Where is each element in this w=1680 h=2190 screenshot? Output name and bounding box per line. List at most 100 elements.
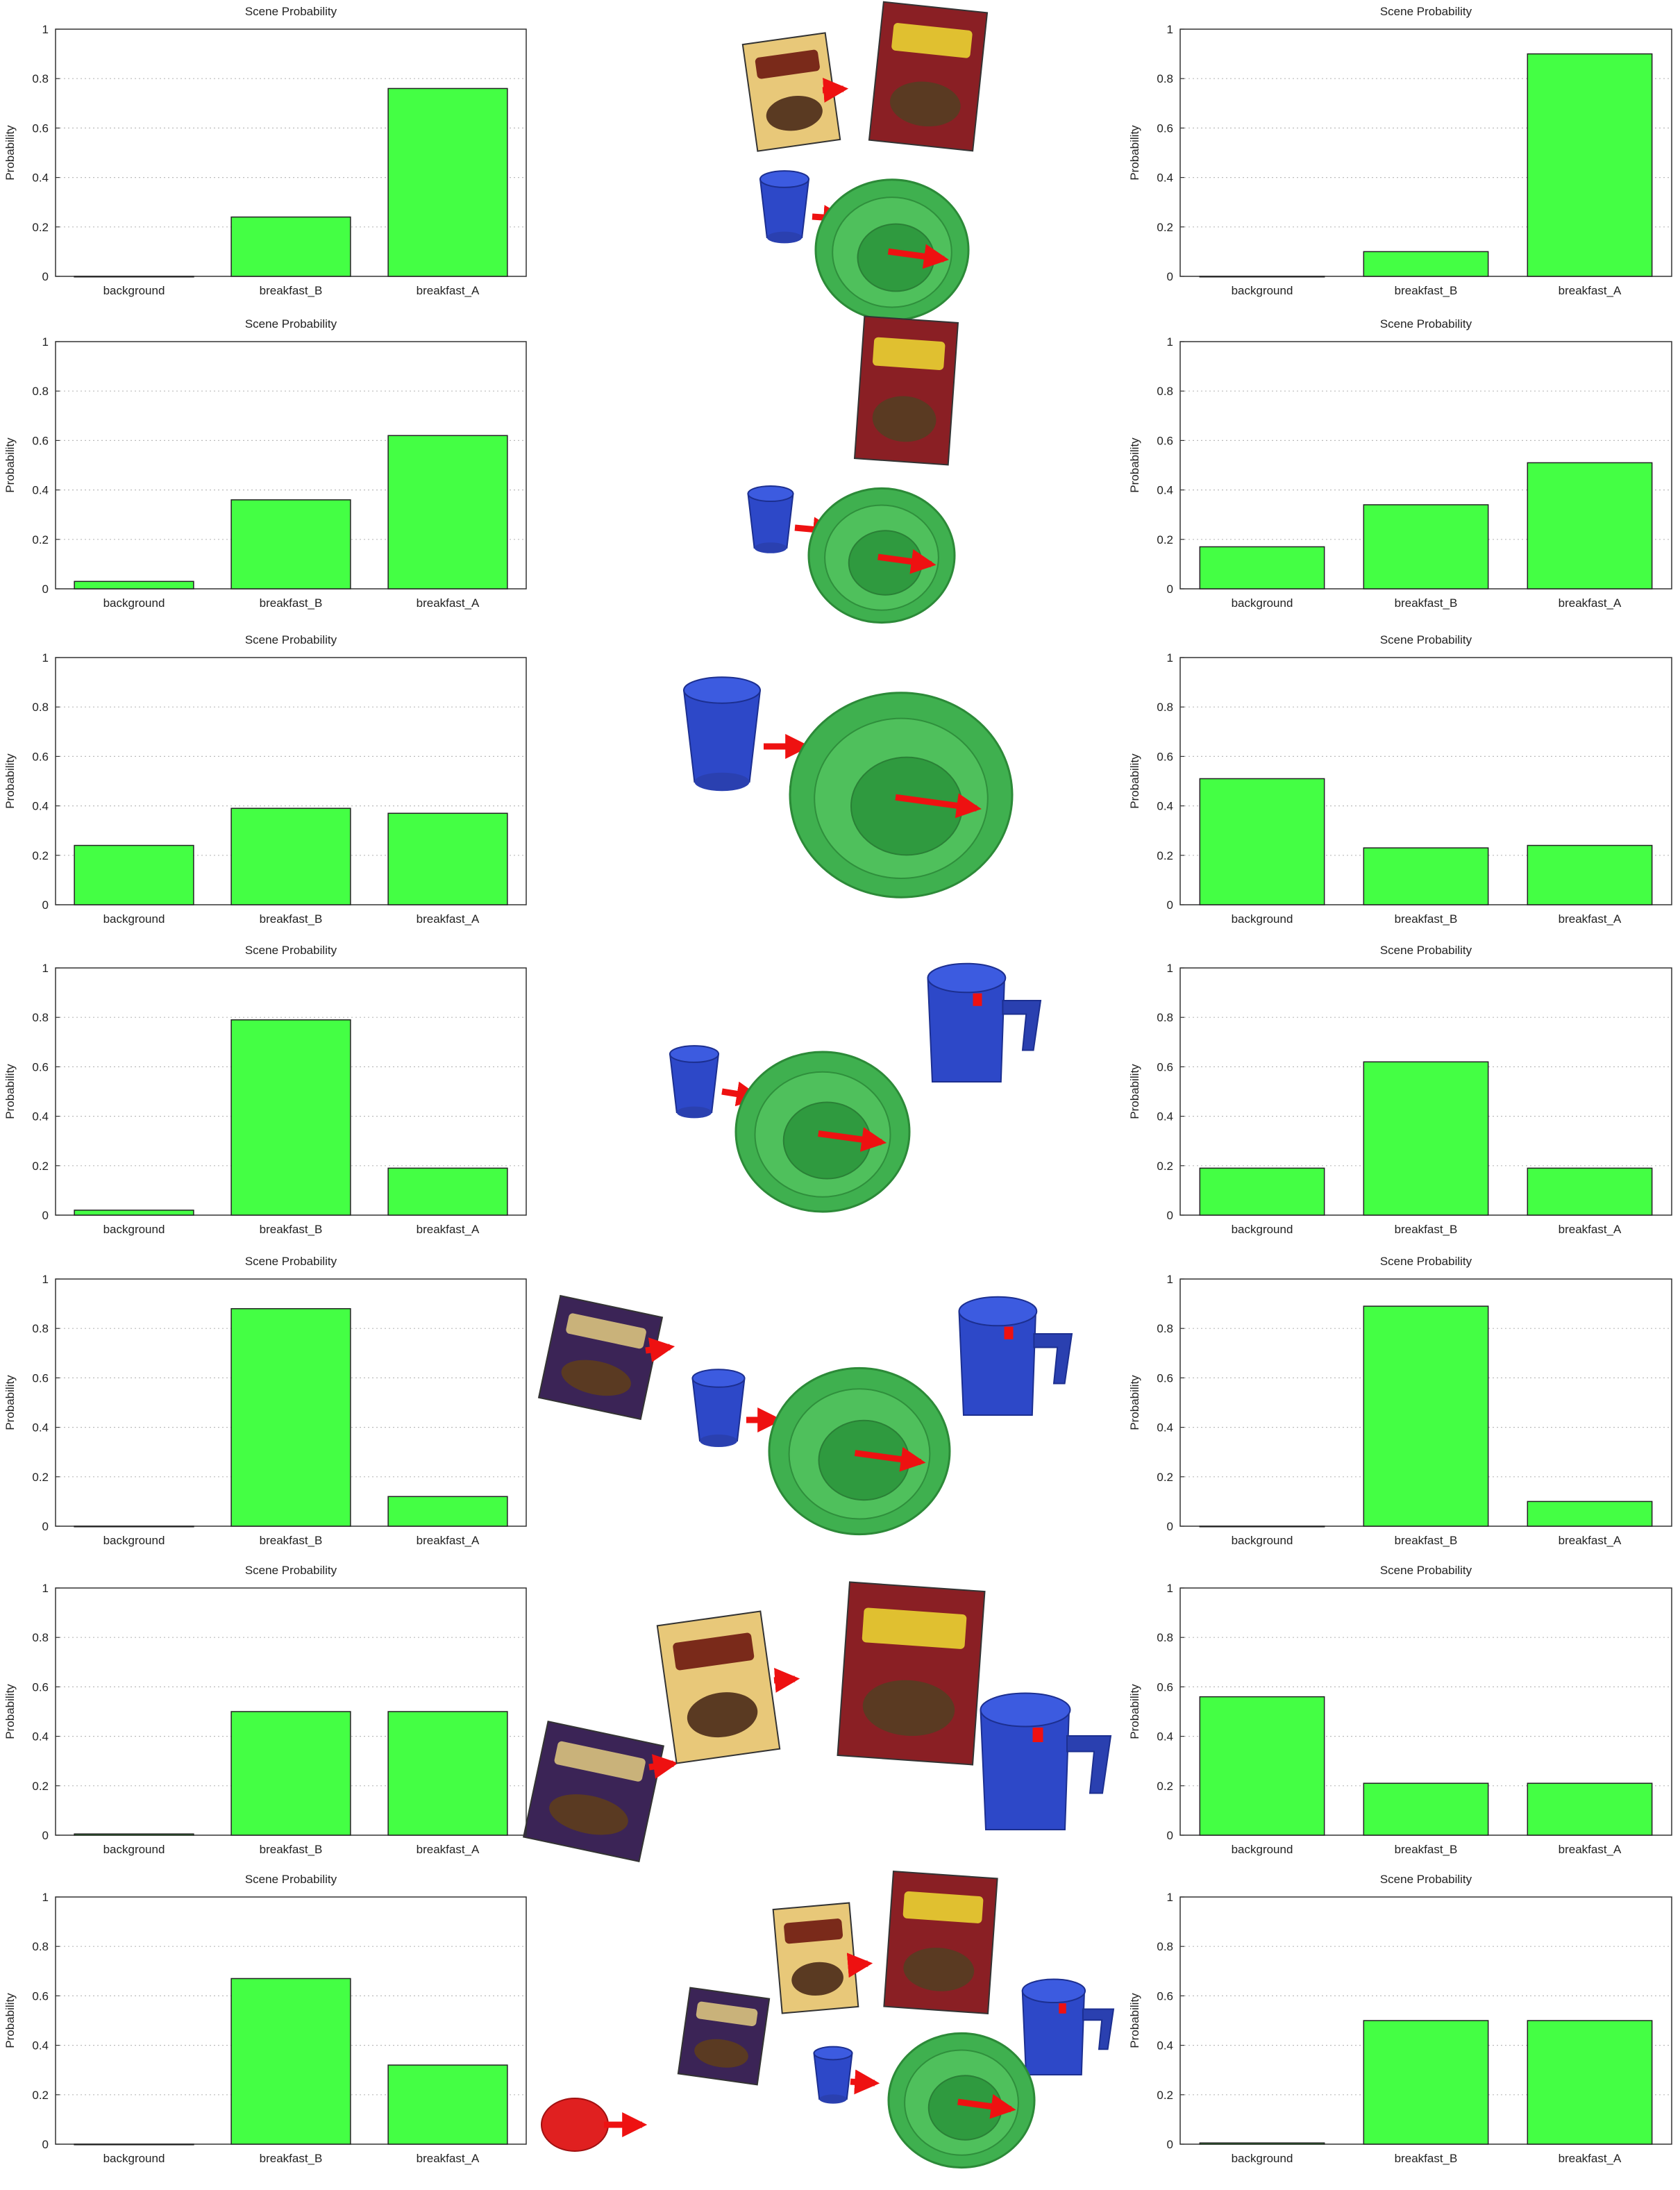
y-tick-label: 0.4	[1157, 172, 1173, 185]
bar-chart-2: Scene Probability 0 0.2 0.4 0.6 0.8 1 Probabili…	[1128, 5, 1672, 297]
bar-background	[74, 1526, 194, 1527]
y-tick-label: 1	[1167, 1273, 1173, 1286]
y-axis-label: Probability	[1128, 1064, 1141, 1119]
y-tick-label: 0.6	[1157, 122, 1173, 135]
chart-title: Scene Probability	[245, 1255, 337, 1268]
bar-breakfast-A	[388, 88, 507, 276]
y-tick-label: 1	[42, 1582, 49, 1595]
x-tick-label: breakfast_A	[417, 284, 480, 297]
bar-chart-3: Scene Probability00.20.40.60.81Probabili…	[3, 317, 526, 610]
y-tick-label: 0.8	[32, 1940, 49, 1953]
y-tick-label: 0.2	[1157, 2089, 1173, 2102]
y-tick-label: 0	[1167, 898, 1173, 912]
x-tick-label: breakfast_B	[1395, 1223, 1458, 1236]
bar-breakfast-A	[1527, 462, 1652, 589]
y-tick-label: 0.8	[1157, 1940, 1173, 1953]
y-tick-label: 0.4	[32, 2039, 49, 2053]
bar-background	[74, 1210, 194, 1215]
chart-title: Scene Probability	[1380, 5, 1472, 18]
y-tick-label: 0.4	[32, 1421, 49, 1435]
bar-chart-5: Scene Probability00.20.40.60.81Probabili…	[3, 633, 526, 926]
y-tick-label: 0.2	[32, 849, 49, 862]
y-tick-label: 0.4	[1157, 484, 1173, 497]
y-tick-label: 0.2	[32, 533, 49, 546]
y-tick-label: 1	[1167, 962, 1173, 975]
bar-chart-8: Scene Probability 0 0.2 0.4 0.6 0.8 1 Probabili…	[1128, 944, 1672, 1236]
y-tick-label: 0.4	[1157, 2039, 1173, 2053]
x-tick-label: background	[1232, 284, 1293, 297]
y-tick-label: 0.6	[1157, 434, 1173, 447]
bar-breakfast-B	[231, 217, 351, 276]
bar-chart-13: Scene Probability00.20.40.60.81Probabili…	[3, 1873, 526, 2165]
y-tick-label: 0.2	[1157, 1780, 1173, 1793]
bar-breakfast-B	[1363, 1062, 1488, 1215]
y-tick-label: 0.4	[32, 172, 49, 185]
x-tick-label: breakfast_A	[1559, 2152, 1622, 2165]
chart-title: Scene Probability	[245, 317, 337, 331]
bar-chart-11: Scene Probability00.20.40.60.81Probabili…	[3, 1564, 526, 1856]
y-tick-label: 0.6	[1157, 1371, 1173, 1385]
bar-breakfast-A	[388, 435, 507, 589]
y-tick-label: 0.6	[32, 122, 49, 135]
chart-title: Scene Probability	[1380, 317, 1472, 331]
y-tick-label: 0.2	[32, 1160, 49, 1173]
bar-breakfast-A	[388, 1496, 507, 1526]
bar-breakfast-B	[1363, 1783, 1488, 1835]
x-tick-label: breakfast_B	[1395, 596, 1458, 610]
bar-breakfast-A	[1527, 2021, 1652, 2144]
y-tick-label: 0	[1167, 583, 1173, 596]
bar-breakfast-A	[388, 2065, 507, 2144]
y-tick-label: 0.8	[32, 1322, 49, 1335]
bar-background	[1200, 1697, 1324, 1835]
y-tick-label: 0.4	[32, 800, 49, 813]
y-tick-label: 1	[42, 23, 49, 36]
y-tick-label: 1	[42, 651, 49, 664]
bar-chart-4: Scene Probability 0 0.2 0.4 0.6 0.8 1 Probabili…	[1128, 317, 1672, 610]
x-tick-label: breakfast_A	[1559, 1223, 1622, 1236]
x-tick-label: breakfast_A	[417, 596, 480, 610]
x-tick-label: background	[103, 912, 165, 926]
x-tick-label: breakfast_A	[1559, 284, 1622, 297]
chart-title: Scene Probability	[1380, 1255, 1472, 1268]
bar-breakfast-B	[1363, 848, 1488, 905]
y-tick-label: 0	[42, 1520, 49, 1533]
bar-breakfast-A	[388, 1168, 507, 1215]
y-tick-label: 0	[42, 1209, 49, 1222]
x-tick-label: breakfast_A	[417, 1223, 480, 1236]
y-tick-label: 0.2	[1157, 1160, 1173, 1173]
x-tick-label: breakfast_A	[417, 1534, 480, 1547]
x-tick-label: background	[103, 1534, 165, 1547]
x-tick-label: breakfast_B	[260, 284, 323, 297]
y-tick-label: 1	[1167, 651, 1173, 664]
y-tick-label: 0	[1167, 1209, 1173, 1222]
y-tick-label: 1	[1167, 1891, 1173, 1904]
bar-background	[74, 581, 194, 589]
y-tick-label: 0.6	[1157, 750, 1173, 763]
y-axis-label: Probability	[3, 1375, 17, 1430]
x-tick-label: breakfast_B	[260, 1534, 323, 1547]
y-axis-label: Probability	[1128, 753, 1141, 809]
y-tick-label: 0.4	[32, 1110, 49, 1123]
y-tick-label: 0.2	[1157, 533, 1173, 546]
y-tick-label: 0.6	[32, 1060, 49, 1073]
x-tick-label: breakfast_A	[417, 1843, 480, 1856]
y-tick-label: 0.8	[32, 385, 49, 398]
x-tick-label: breakfast_A	[1559, 912, 1622, 926]
x-tick-label: background	[1232, 1843, 1293, 1856]
y-tick-label: 0.6	[1157, 1680, 1173, 1694]
y-tick-label: 0	[1167, 1829, 1173, 1842]
chart-title: Scene Probability	[245, 944, 337, 957]
x-tick-label: background	[1232, 596, 1293, 610]
y-axis-label: Probability	[1128, 1375, 1141, 1430]
x-tick-label: breakfast_B	[260, 912, 323, 926]
y-tick-label: 0	[42, 270, 49, 283]
bar-chart-1: Scene Probability00.20.40.60.81Probabili…	[3, 5, 526, 297]
bar-breakfast-B	[231, 500, 351, 589]
y-axis-label: Probability	[1128, 1993, 1141, 2048]
x-tick-label: background	[1232, 2152, 1293, 2165]
chart-title: Scene Probability	[245, 1564, 337, 1577]
chart-title: Scene Probability	[245, 633, 337, 646]
y-tick-label: 0.6	[32, 1680, 49, 1694]
bar-background	[74, 846, 194, 905]
